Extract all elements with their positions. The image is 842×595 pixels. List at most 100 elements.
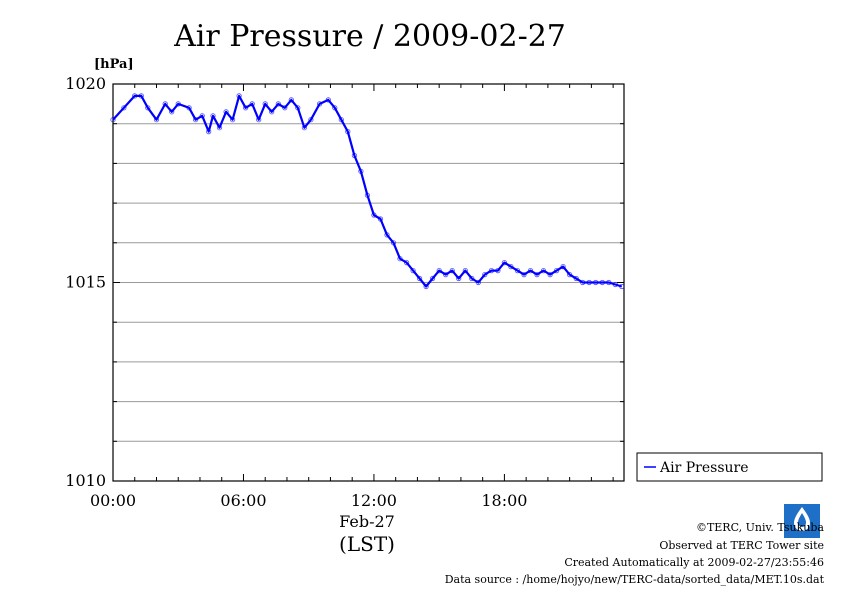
data-point — [403, 259, 410, 266]
data-point — [488, 267, 494, 274]
data-point — [508, 263, 514, 270]
data-point — [169, 109, 175, 115]
data-point — [560, 263, 566, 270]
data-point — [145, 105, 151, 111]
data-point — [384, 232, 390, 238]
data-point — [540, 267, 547, 274]
data-point — [456, 275, 462, 282]
data-point — [573, 275, 579, 282]
series-line — [112, 94, 623, 288]
data-point — [429, 275, 436, 282]
data-point — [256, 117, 262, 123]
data-point — [580, 279, 586, 286]
y-axis-unit-label: [hPa] — [94, 57, 134, 72]
data-point — [249, 101, 255, 107]
data-point — [593, 279, 599, 286]
data-point — [301, 125, 307, 131]
data-point — [325, 97, 331, 103]
credit-source: Data source : /home/hojyo/new/TERC-data/… — [444, 573, 824, 586]
credit-created: Created Automatically at 2009-02-27/23:5… — [564, 556, 824, 569]
data-point — [243, 105, 249, 111]
y-tick-label: 1010 — [65, 471, 106, 490]
data-point — [436, 267, 442, 274]
data-point — [482, 271, 488, 278]
data-point — [162, 101, 168, 107]
data-point — [308, 117, 314, 123]
data-point — [282, 105, 288, 111]
data-point — [521, 271, 527, 278]
data-point — [295, 105, 301, 111]
data-point — [371, 212, 377, 218]
data-point — [186, 105, 192, 111]
credit-observed: Observed at TERC Tower site — [659, 539, 824, 552]
data-point — [462, 267, 468, 274]
data-point — [619, 283, 625, 290]
data-point — [132, 93, 138, 99]
data-point — [199, 113, 205, 119]
data-point — [236, 93, 242, 99]
y-tick-label: 1020 — [65, 74, 106, 93]
chart-title: Air Pressure / 2009-02-27 — [173, 19, 566, 54]
legend-box — [636, 452, 823, 482]
data-point — [501, 259, 507, 266]
data-point — [358, 168, 364, 174]
data-point — [262, 101, 268, 107]
data-point — [443, 271, 449, 278]
legend: Air Pressure — [636, 452, 823, 482]
data-point — [606, 279, 612, 286]
data-point — [586, 279, 592, 286]
data-point — [110, 117, 116, 123]
data-point — [138, 93, 144, 99]
data-point — [547, 271, 553, 278]
data-point — [514, 267, 521, 274]
data-point — [397, 256, 403, 262]
credit-copyright: ©TERC, Univ. Tsukuba — [695, 521, 824, 534]
x-tick-label: 06:00 — [220, 491, 266, 510]
data-point — [345, 129, 351, 135]
data-point — [364, 192, 370, 198]
x-tick-label: 18:00 — [481, 491, 527, 510]
data-point — [121, 105, 127, 111]
x-date-label: Feb-27 — [339, 512, 395, 531]
data-point — [377, 216, 384, 222]
data-point — [469, 275, 475, 282]
legend-label: Air Pressure — [659, 460, 749, 476]
x-tick-label: 00:00 — [90, 491, 136, 510]
data-point — [153, 117, 160, 123]
axis-ticks — [112, 83, 624, 482]
series-air-pressure — [110, 93, 625, 290]
data-point — [210, 113, 216, 119]
data-point — [269, 109, 275, 115]
data-point — [275, 101, 281, 107]
x-timezone-label: (LST) — [339, 532, 395, 556]
data-point — [351, 152, 357, 159]
data-point — [566, 271, 573, 278]
data-point — [193, 117, 199, 123]
data-point — [390, 240, 397, 246]
data-point — [599, 279, 605, 286]
data-point — [416, 275, 423, 282]
data-point — [206, 129, 212, 135]
data-point — [316, 101, 323, 107]
data-point — [553, 267, 560, 274]
x-tick-label: 12:00 — [351, 491, 397, 510]
data-point — [288, 97, 294, 103]
data-point — [410, 267, 416, 274]
y-tick-label: 1015 — [65, 273, 106, 292]
data-point — [332, 105, 338, 111]
grid-lines — [113, 123, 624, 442]
data-point — [230, 117, 236, 123]
y-tick-labels: 1010 1015 1020 — [65, 74, 106, 490]
data-point — [449, 267, 455, 274]
data-point — [338, 117, 344, 123]
data-point — [216, 125, 223, 131]
data-point — [495, 267, 501, 274]
data-point — [534, 271, 540, 278]
data-point — [223, 109, 229, 115]
terc-logo-icon — [784, 504, 820, 538]
data-point — [612, 281, 618, 288]
data-point — [527, 267, 534, 274]
data-point — [475, 279, 481, 286]
data-point — [423, 283, 429, 290]
